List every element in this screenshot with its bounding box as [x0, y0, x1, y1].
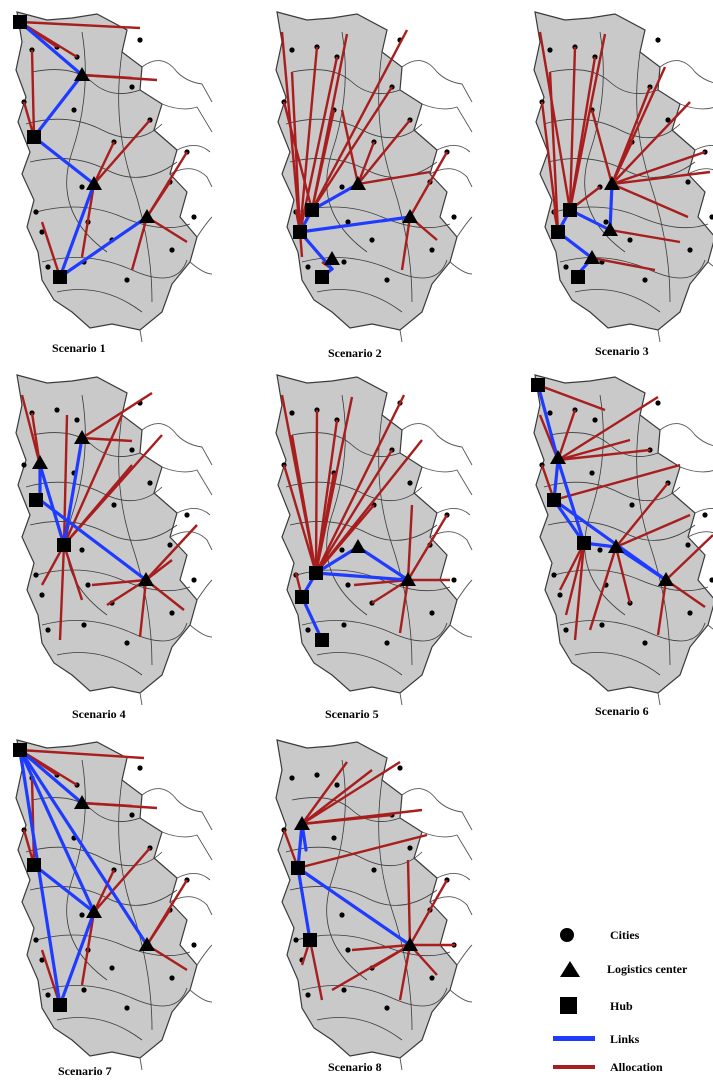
- legend-logistics-center: Logistics center: [607, 962, 688, 976]
- legend-hub: Hub: [610, 999, 633, 1013]
- legend-allocation: Allocation: [610, 1060, 663, 1074]
- caption-scenario-7: Scenario 7: [58, 1064, 112, 1078]
- legend-cities: Cities: [610, 928, 640, 942]
- scenario-5-map: [275, 374, 473, 706]
- caption-scenario-6: Scenario 6: [595, 704, 649, 718]
- scenario-6-map: [531, 374, 713, 706]
- caption-scenario-8: Scenario 8: [328, 1060, 382, 1074]
- scenario-3-map: [533, 11, 713, 343]
- scenario-1-map: [13, 11, 213, 343]
- caption-scenario-1: Scenario 1: [52, 341, 106, 355]
- caption-scenario-5: Scenario 5: [325, 707, 379, 721]
- scenario-2-map: [275, 11, 473, 343]
- caption-scenario-2: Scenario 2: [328, 346, 382, 360]
- allocation-icon: [553, 1065, 595, 1069]
- links-icon: [553, 1036, 595, 1041]
- scenario-4-map: [15, 374, 213, 706]
- city-icon: [560, 928, 574, 942]
- caption-scenario-4: Scenario 4: [72, 707, 126, 721]
- legend-links: Links: [610, 1032, 640, 1046]
- scenario-8-map: [275, 739, 473, 1071]
- scenario-7-map: [13, 739, 213, 1071]
- caption-scenario-3: Scenario 3: [595, 344, 649, 358]
- logistics-center-icon: [560, 961, 580, 977]
- legend: Cities Logistics center Hub Links Alloca…: [553, 928, 688, 1074]
- hub-icon: [560, 997, 577, 1014]
